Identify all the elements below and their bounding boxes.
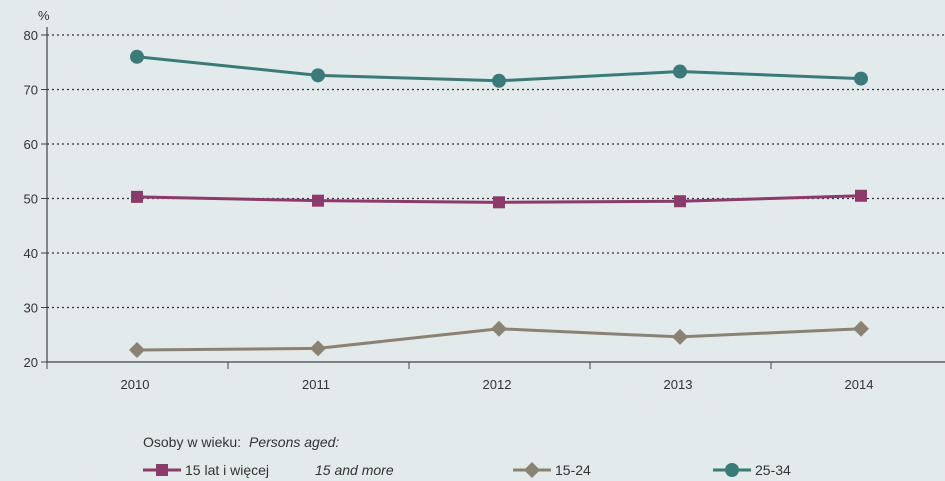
legend-item: 25-34 — [713, 462, 791, 478]
y-tick-label: 20 — [24, 355, 38, 370]
legend-swatch-marker — [156, 464, 168, 476]
data-point — [131, 190, 143, 203]
y-tick-label: 80 — [24, 28, 38, 43]
data-point — [310, 340, 326, 357]
data-point — [853, 320, 869, 337]
x-tick-label: 2011 — [302, 377, 330, 392]
legend-label: 25-34 — [755, 462, 791, 478]
y-tick-label: 70 — [24, 83, 38, 98]
data-point — [493, 196, 505, 209]
legend-item: 15 lat i więcej 15 and more — [143, 462, 394, 478]
data-point — [672, 328, 688, 345]
x-tick-label: 2013 — [664, 377, 693, 392]
legend: Osoby w wieku: Persons aged: 15 lat i wi… — [143, 434, 791, 478]
legend-title: Osoby w wieku: — [143, 434, 241, 450]
x-tick-label: 2014 — [845, 377, 874, 392]
legend-label-en: 15 and more — [315, 462, 394, 478]
y-tick-label: 40 — [24, 246, 38, 261]
data-point — [491, 320, 507, 337]
legend-item: 15-24 — [513, 462, 591, 478]
data-point — [674, 195, 686, 208]
legend-items: 15 lat i więcej 15 and more 15-24 25-34 — [143, 462, 791, 478]
data-point — [673, 64, 687, 79]
data-point — [312, 194, 324, 207]
x-tick-label: 2010 — [121, 377, 150, 392]
x-tick-label: 2012 — [483, 377, 512, 392]
axes — [41, 27, 945, 369]
series-square — [131, 189, 867, 209]
legend-title-en: Persons aged: — [249, 434, 339, 450]
series-circle — [130, 49, 868, 88]
series — [129, 49, 869, 359]
legend-swatch-marker — [524, 462, 540, 478]
data-point — [855, 189, 867, 202]
series-diamond — [129, 320, 869, 359]
data-point — [492, 73, 506, 88]
legend-swatch-marker — [725, 463, 739, 477]
legend-label: 15 lat i więcej — [185, 462, 269, 478]
y-tick-label: 50 — [24, 192, 38, 207]
y-tick-label: 30 — [24, 301, 38, 316]
x-tick-labels: 2010 2011 2012 2013 2014 — [121, 377, 874, 392]
y-tick-label: 60 — [24, 137, 38, 152]
y-tick-labels: 20 30 40 50 60 70 80 — [24, 28, 38, 370]
data-point — [129, 342, 145, 359]
y-unit-label: % — [38, 8, 50, 23]
data-point — [854, 71, 868, 86]
data-point — [130, 49, 144, 64]
legend-label: 15-24 — [555, 462, 591, 478]
data-point — [311, 68, 325, 83]
